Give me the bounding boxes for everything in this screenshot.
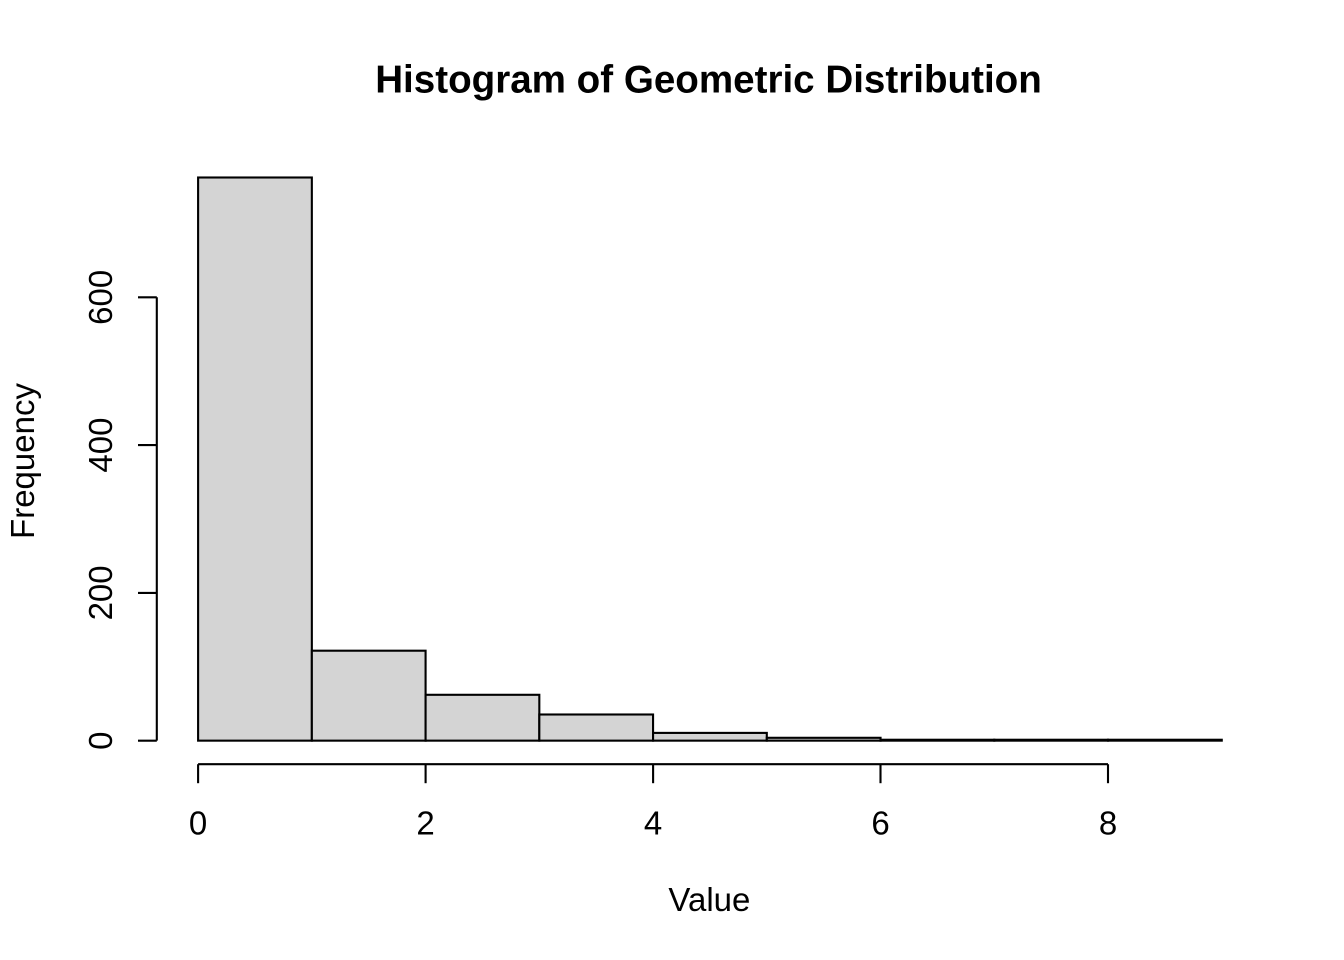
svg-text:6: 6	[871, 804, 889, 841]
svg-text:200: 200	[82, 565, 119, 620]
svg-text:Value: Value	[668, 881, 750, 918]
svg-text:Histogram of Geometric Distrib: Histogram of Geometric Distribution	[375, 59, 1042, 102]
svg-text:0: 0	[82, 731, 119, 749]
svg-text:4: 4	[644, 804, 662, 841]
svg-text:0: 0	[189, 804, 207, 841]
svg-text:600: 600	[82, 270, 119, 325]
svg-text:Frequency: Frequency	[4, 383, 41, 539]
svg-text:8: 8	[1099, 804, 1117, 841]
svg-text:400: 400	[82, 418, 119, 473]
svg-text:2: 2	[416, 804, 434, 841]
